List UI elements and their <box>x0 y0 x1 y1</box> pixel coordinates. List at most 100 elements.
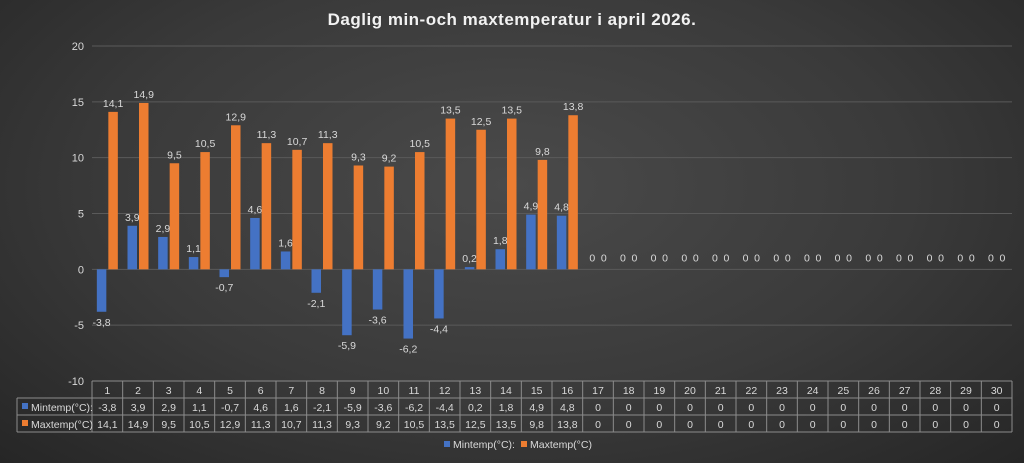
table-header-day: 25 <box>837 385 849 397</box>
table-min-temp-cell: -6,2 <box>405 402 423 414</box>
max-temp-bar <box>507 118 517 270</box>
table-max-temp-cell: 11,3 <box>251 419 271 431</box>
y-tick-label: 15 <box>72 97 84 109</box>
table-header-day: 20 <box>684 385 696 397</box>
table-min-temp-cell: 4,8 <box>560 402 575 414</box>
table-max-temp-cell: 0 <box>871 419 877 431</box>
table-min-temp-cell: 0 <box>779 402 785 414</box>
table-header-day: 30 <box>991 385 1003 397</box>
table-header-day: 21 <box>715 385 727 397</box>
min-temp-data-label: 0 <box>927 252 933 264</box>
max-temp-bar <box>292 149 302 270</box>
table-max-temp-cell: 0 <box>748 419 754 431</box>
min-temp-data-label: 0 <box>896 252 902 264</box>
table-min-temp-cell: 0 <box>748 402 754 414</box>
max-temp-bar <box>108 111 118 270</box>
table-min-temp-cell: 0 <box>656 402 662 414</box>
max-temp-data-label: 12,9 <box>226 111 247 123</box>
min-temp-data-label: 0 <box>957 252 963 264</box>
table-header-day: 2 <box>135 385 141 397</box>
table-max-temp-cell: 0 <box>718 419 724 431</box>
table-max-temp-cell: 10,7 <box>281 419 302 431</box>
table-max-temp-cell: 0 <box>902 419 908 431</box>
min-temp-bar <box>96 269 107 312</box>
min-temp-bar <box>434 269 444 319</box>
max-temp-data-label: 12,5 <box>471 116 492 128</box>
table-min-temp-cell: 0 <box>810 402 816 414</box>
table-header-day: 16 <box>561 385 573 397</box>
table-header-day: 6 <box>258 385 264 397</box>
table-max-temp-cell: 9,2 <box>376 419 391 431</box>
min-temp-bar <box>250 217 260 270</box>
table-header-day: 12 <box>439 385 451 397</box>
max-temp-data-label: 10,5 <box>195 138 216 150</box>
table-min-temp-cell: -5,9 <box>344 402 362 414</box>
table-header-day: 13 <box>469 385 481 397</box>
table-min-temp-cell: 4,6 <box>253 402 268 414</box>
table-min-temp-cell: 4,9 <box>529 402 544 414</box>
min-temp-bar <box>495 249 505 270</box>
min-temp-data-label: 0 <box>743 252 749 264</box>
table-max-temp-key <box>22 420 28 426</box>
table-header-day: 27 <box>899 385 911 397</box>
max-temp-data-label: 0 <box>723 252 729 264</box>
max-temp-data-label: 13,8 <box>563 101 584 113</box>
min-temp-data-label: -2,1 <box>307 298 325 310</box>
max-temp-data-label: 0 <box>785 252 791 264</box>
table-row-label-max: Maxtemp(°C) <box>31 419 93 431</box>
min-temp-bar <box>188 257 199 270</box>
table-row-label-min: Mintemp(°C): <box>31 402 93 414</box>
max-temp-bar <box>323 143 333 270</box>
table-header-day: 29 <box>960 385 972 397</box>
min-temp-data-label: 0 <box>651 252 657 264</box>
min-temp-data-label: 1,8 <box>493 235 508 247</box>
table-header-day: 14 <box>500 385 512 397</box>
table-min-temp-cell: 0 <box>963 402 969 414</box>
legend-min-temp-swatch <box>444 441 450 447</box>
table-max-temp-cell: 14,1 <box>97 419 118 431</box>
table-header-day: 22 <box>745 385 757 397</box>
min-temp-data-label: -0,7 <box>215 282 233 294</box>
min-temp-data-label: -3,8 <box>93 317 111 329</box>
min-temp-bar <box>526 214 536 270</box>
table-min-temp-cell: 0 <box>902 402 908 414</box>
max-temp-data-label: 0 <box>938 252 944 264</box>
min-temp-data-label: 3,9 <box>125 212 140 224</box>
table-header-day: 18 <box>623 385 635 397</box>
table-max-temp-cell: 0 <box>626 419 632 431</box>
max-temp-data-label: 0 <box>601 252 607 264</box>
y-tick-label: -5 <box>74 320 84 332</box>
min-temp-data-label: 1,6 <box>278 237 293 249</box>
max-temp-data-label: 13,5 <box>440 105 461 117</box>
min-temp-data-label: -6,2 <box>399 344 417 356</box>
table-max-temp-cell: 0 <box>932 419 938 431</box>
table-min-temp-cell: 1,6 <box>284 402 299 414</box>
min-temp-data-label: 0 <box>712 252 718 264</box>
max-temp-data-label: 0 <box>662 252 668 264</box>
legend-min-temp-label: Mintemp(°C): <box>453 439 515 451</box>
min-temp-bar <box>219 269 229 278</box>
min-temp-bar <box>158 236 168 270</box>
min-temp-data-label: 0 <box>681 252 687 264</box>
table-min-temp-cell: 0 <box>994 402 1000 414</box>
table-header-day: 8 <box>319 385 325 397</box>
table-min-temp-cell: 0 <box>932 402 938 414</box>
max-temp-data-label: 0 <box>877 252 883 264</box>
min-temp-bar <box>372 269 383 310</box>
table-header-day: 3 <box>166 385 172 397</box>
min-temp-bar <box>280 251 291 270</box>
min-temp-data-label: 4,9 <box>524 201 539 213</box>
max-temp-data-label: 11,3 <box>318 129 338 141</box>
table-min-temp-cell: 0,2 <box>468 402 483 414</box>
min-temp-data-label: 2,9 <box>156 223 171 235</box>
table-min-temp-cell: 0 <box>626 402 632 414</box>
table-header-day: 28 <box>929 385 941 397</box>
table-max-temp-cell: 12,5 <box>465 419 486 431</box>
min-temp-data-label: 0 <box>988 252 994 264</box>
table-max-temp-cell: 0 <box>840 419 846 431</box>
legend-max-temp-swatch <box>521 441 527 447</box>
table-min-temp-cell: 0 <box>840 402 846 414</box>
min-temp-data-label: 0 <box>620 252 626 264</box>
min-temp-bar <box>464 267 475 270</box>
